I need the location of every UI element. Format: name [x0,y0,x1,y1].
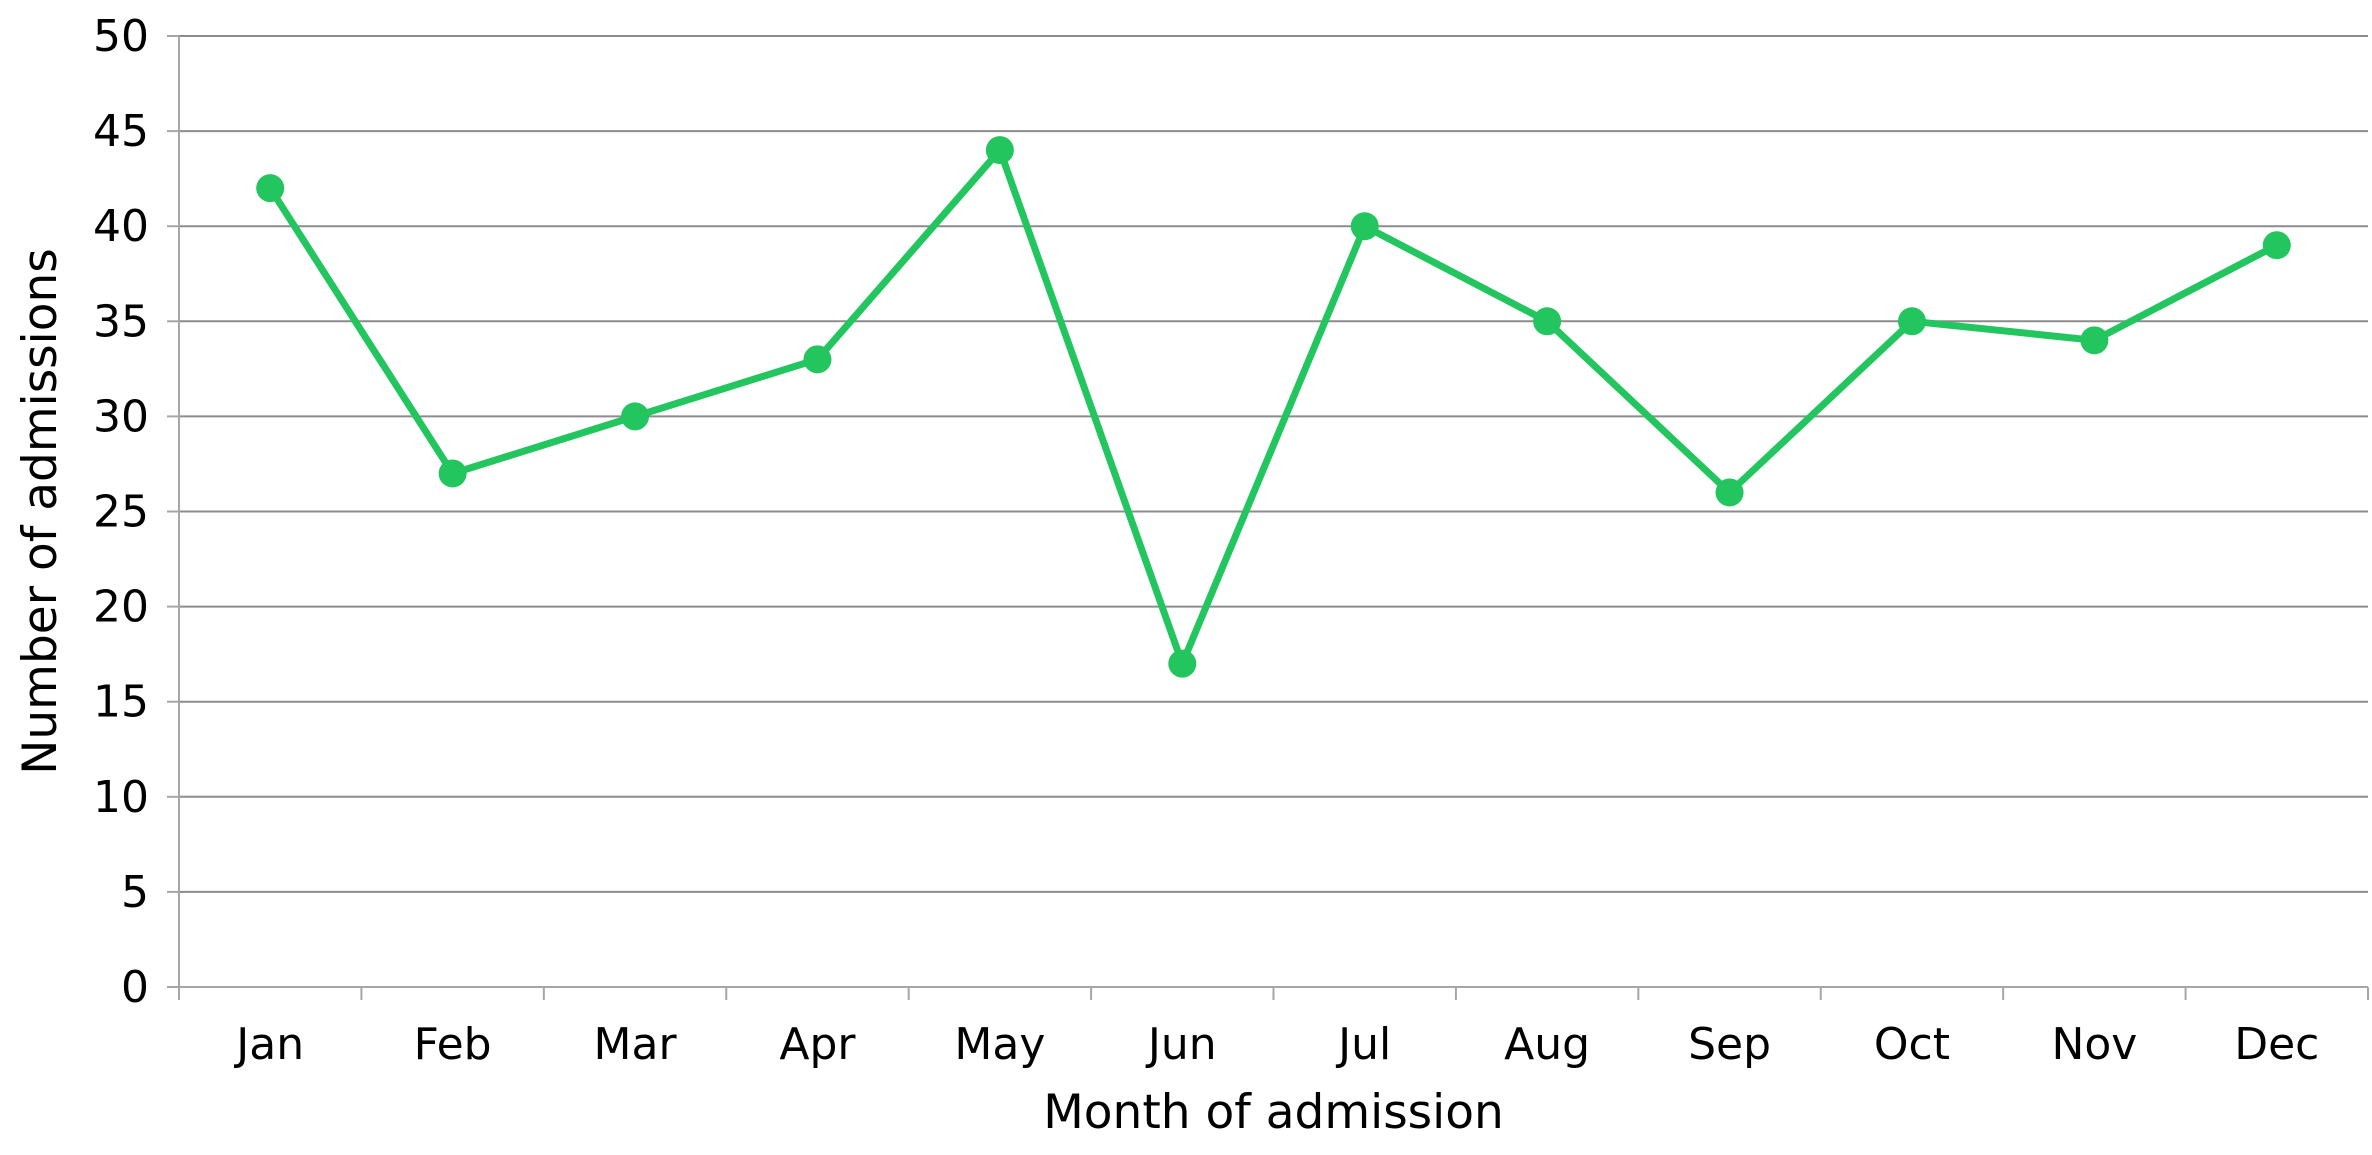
y-tick-label: 25 [93,487,149,538]
x-tick-label: Aug [1504,1019,1590,1070]
x-tick-label: Jun [1145,1019,1217,1070]
axes [167,35,2369,1000]
data-point [2080,326,2109,355]
y-tick-label: 5 [121,867,149,918]
x-tick-label: Apr [779,1019,856,1070]
y-axis-title: Number of admissions [13,248,68,775]
data-point [1533,307,1562,336]
x-tick-label: Mar [594,1019,678,1070]
x-tick-label: Sep [1688,1019,1771,1070]
data-point [803,345,832,374]
y-tick-label: 0 [121,962,149,1013]
data-point [621,402,650,431]
series-line [266,146,2281,668]
data-point [1715,478,1744,507]
x-tick-label: Jul [1335,1019,1391,1070]
x-tick-label: Nov [2051,1019,2137,1070]
gridlines [179,35,2368,893]
data-point [256,174,285,203]
x-tick-label: Oct [1874,1019,1950,1070]
y-tick-label: 15 [93,677,149,728]
y-tick-label: 50 [93,11,149,62]
series-line-path [266,146,2281,668]
x-tick-label: May [954,1019,1045,1070]
y-tick-label: 30 [93,391,149,442]
data-point [1350,212,1379,241]
y-tick-label: 20 [93,582,149,633]
y-tick-labels: 0 5 10 15 20 25 30 35 40 45 50 [93,11,149,1013]
y-tick-label: 45 [93,106,149,157]
data-point [438,459,467,488]
y-tick-label: 40 [93,201,149,252]
y-tick-label: 10 [93,772,149,823]
data-point [1168,649,1197,678]
x-axis-title: Month of admission [1043,1085,1504,1140]
y-tick-label: 35 [93,296,149,347]
x-tick-label: Dec [2234,1019,2319,1070]
data-point [1897,307,1926,336]
data-point [2262,231,2291,260]
x-tick-label: Feb [414,1019,492,1070]
x-tick-labels: Jan Feb Mar Apr May Jun Jul Aug Sep Oct Nov Dec [233,1019,2319,1070]
x-tick-label: Jan [233,1019,304,1070]
data-point [985,136,1014,165]
data-points [256,136,2291,678]
